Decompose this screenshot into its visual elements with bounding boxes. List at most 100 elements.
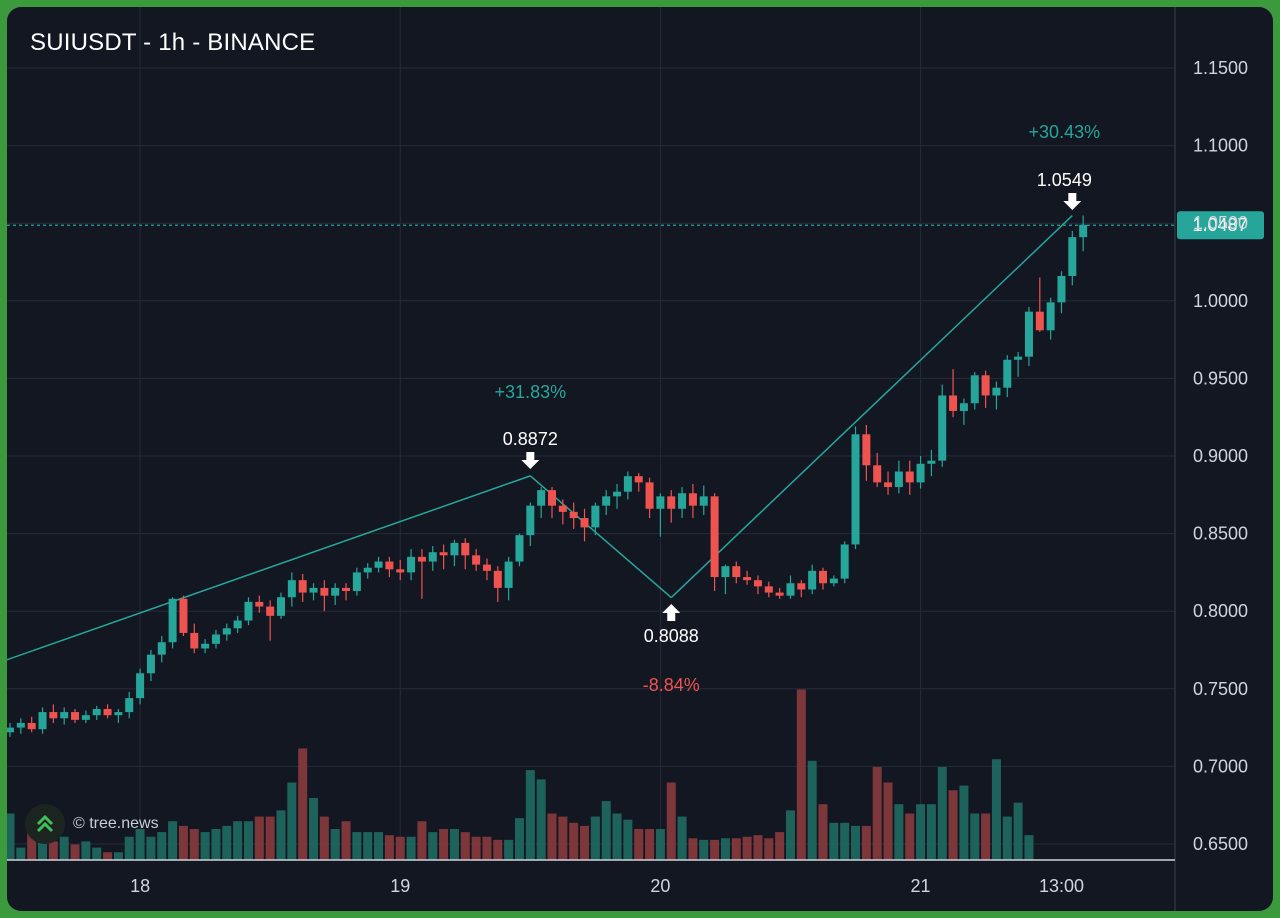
- y-tick-label: 0.8500: [1193, 524, 1248, 544]
- x-tick-label: 21: [911, 876, 931, 896]
- candle-body: [450, 542, 459, 556]
- candle-body: [396, 569, 405, 573]
- candle-body: [829, 578, 838, 584]
- candle-body: [764, 586, 773, 593]
- candle-body: [92, 708, 101, 716]
- candle-body: [1068, 237, 1077, 276]
- candle-body: [168, 598, 177, 643]
- candle-body: [461, 542, 470, 556]
- candle-body: [298, 580, 307, 593]
- candle-body: [797, 583, 806, 590]
- candle-body: [775, 592, 784, 596]
- candle-body: [699, 496, 708, 506]
- chart-frame: +31.83% 0.8872 0.8088 -8.84% +30.43% 1.0549 1…: [7, 7, 1273, 911]
- volume-bar: [92, 847, 102, 860]
- volume-bar: [352, 832, 362, 860]
- candle-body: [959, 403, 968, 411]
- volume-bar: [872, 767, 882, 860]
- volume-bar: [504, 839, 514, 860]
- candle-body: [938, 395, 947, 461]
- volume-bar: [1013, 802, 1023, 860]
- candle-body: [884, 482, 893, 488]
- volume-bar: [677, 816, 687, 860]
- candle-body: [472, 555, 481, 565]
- volume-bar: [384, 835, 394, 860]
- current-price-tag: [1177, 211, 1264, 240]
- volume-bar: [428, 832, 438, 860]
- candle-body: [363, 567, 372, 573]
- y-tick-label: 0.9000: [1193, 446, 1248, 466]
- arrow-down-icon: [1063, 193, 1082, 210]
- arrow-down-icon: [521, 452, 540, 469]
- candle-body: [819, 570, 827, 584]
- candle-body: [244, 601, 253, 621]
- volume-bar: [265, 816, 275, 860]
- candle-body: [602, 496, 611, 506]
- volume-bar: [742, 836, 752, 860]
- candle-body: [428, 552, 437, 562]
- volume-bar: [894, 804, 904, 860]
- y-tick-label: 1.0000: [1193, 291, 1248, 311]
- candle-body: [645, 482, 654, 509]
- candle-body: [320, 587, 329, 596]
- price-label-low: 0.8088: [644, 626, 699, 646]
- y-tick-label: 0.6500: [1193, 834, 1248, 854]
- x-tick-label: 19: [390, 876, 410, 896]
- candle-body: [786, 583, 795, 596]
- volume-bar: [569, 822, 579, 860]
- y-tick-label: 1.1000: [1193, 136, 1248, 156]
- volume-bar: [406, 836, 416, 860]
- x-tick-label: 13:00: [1039, 876, 1084, 896]
- volume-bar: [590, 816, 600, 860]
- candle-body: [417, 556, 426, 562]
- candle-body: [1024, 311, 1033, 357]
- candle-body: [49, 712, 58, 719]
- volume-bar: [363, 832, 373, 860]
- price-chart[interactable]: +31.83% 0.8872 0.8088 -8.84% +30.43% 1.0549 1…: [7, 7, 1273, 911]
- candle-body: [851, 434, 860, 545]
- volume-bar: [200, 832, 210, 860]
- volume-bar: [807, 760, 817, 860]
- volume-bar: [634, 829, 644, 860]
- candle-body: [688, 493, 697, 506]
- volume-bar: [840, 822, 850, 860]
- volume-bar: [395, 836, 405, 860]
- volume-bar: [178, 825, 188, 860]
- candle-body: [981, 375, 990, 396]
- volume-bar: [189, 829, 199, 860]
- volume-bar: [753, 835, 763, 860]
- y-tick-label: 0.7000: [1193, 756, 1248, 776]
- candle-body: [157, 642, 166, 655]
- candle-body: [1035, 311, 1044, 331]
- grid-lines: [7, 7, 1175, 860]
- volume-bar: [601, 801, 611, 860]
- candle-body: [840, 544, 849, 579]
- change-label-up: +31.83%: [495, 382, 567, 402]
- volume-bar: [991, 759, 1001, 860]
- candle-body: [103, 708, 112, 716]
- volume-bar: [298, 748, 308, 860]
- candle-body: [352, 572, 361, 592]
- volume-bar: [157, 832, 167, 860]
- volume-bar: [937, 767, 947, 860]
- volume-bar: [547, 813, 557, 860]
- candle-body: [125, 698, 134, 713]
- candle-body: [537, 490, 546, 506]
- candle-body: [309, 587, 318, 593]
- candle-body: [190, 632, 199, 649]
- volume-bar: [916, 804, 926, 860]
- y-tick-label: 0.9500: [1193, 368, 1248, 388]
- volume-bar: [948, 790, 958, 860]
- volume-bar: [720, 838, 730, 860]
- volume-bar: [135, 829, 145, 860]
- volume-bar: [309, 798, 319, 860]
- y-tick-label: 1.0500: [1193, 213, 1248, 233]
- candle-body: [548, 490, 556, 506]
- candle-body: [266, 606, 275, 616]
- candle-body: [992, 387, 1001, 396]
- candle-body: [136, 673, 145, 699]
- volume-bar: [330, 829, 340, 860]
- candle-body: [580, 518, 589, 528]
- volume-bar: [536, 779, 546, 860]
- candle-body: [515, 535, 524, 562]
